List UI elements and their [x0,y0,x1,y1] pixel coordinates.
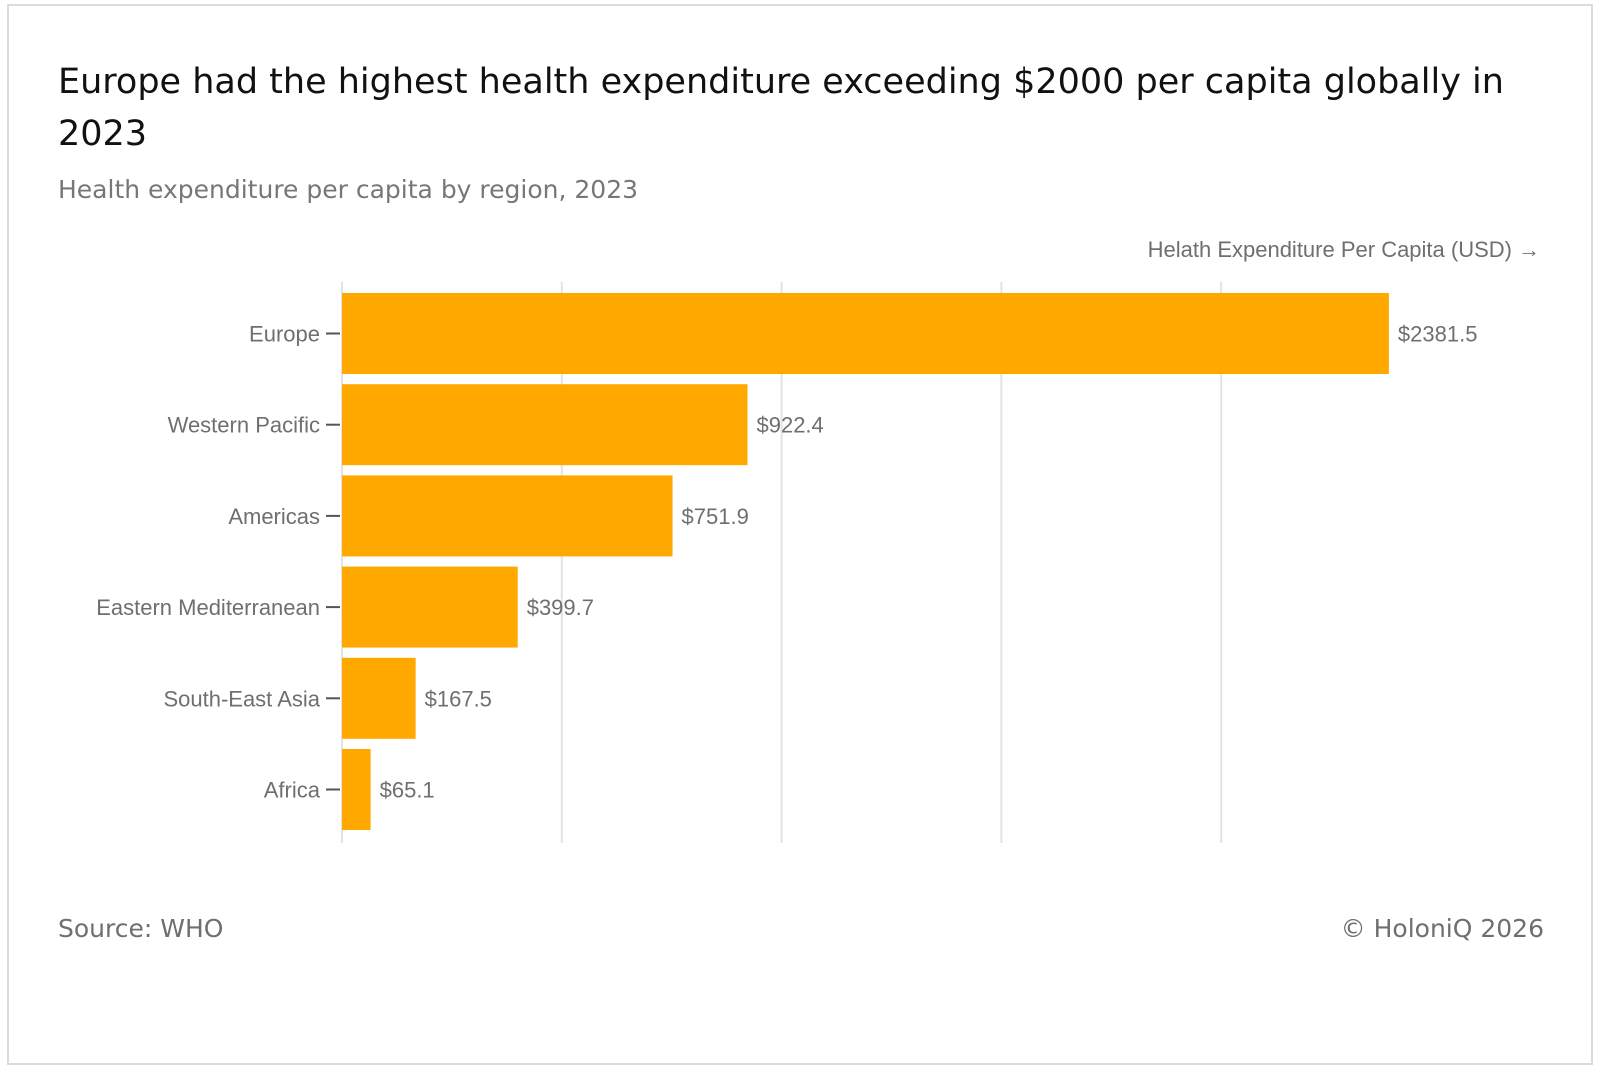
bar-eastern-mediterranean [342,566,518,648]
copyright-note: © HoloniQ 2026 [1340,914,1544,943]
data-label: $399.7 [527,595,594,620]
bar-europe [342,293,1389,374]
data-label: $751.9 [682,504,749,529]
y-tick-label: Americas [228,504,320,529]
bar-africa [342,749,371,830]
chart-title: Europe had the highest health expenditur… [58,62,1504,154]
y-tick-label: Eastern Mediterranean [96,595,320,620]
bar-south-east-asia [342,657,416,739]
y-tick-label: South-East Asia [163,686,320,711]
data-label: $922.4 [756,413,823,438]
y-tick-label: Africa [264,778,321,803]
bar-western-pacific [342,384,748,466]
arrow-right-icon: → [1518,237,1540,262]
data-label: $65.1 [380,778,435,803]
y-tick-label: Western Pacific [168,413,320,438]
bar-chart: Europe $2381.5 Western Pacific $922.4 Americ… [96,282,1478,843]
data-label: $167.5 [425,686,492,711]
chart-subtitle: Health expenditure per capita by region,… [58,175,639,204]
y-tick-label: Europe [249,322,320,347]
data-label: $2381.5 [1398,322,1478,347]
source-note: Source: WHO [58,914,224,943]
bar-americas [342,475,673,557]
x-axis-title-text: Helath Expenditure Per Capita (USD) [1147,237,1512,262]
x-axis-title: Helath Expenditure Per Capita (USD) → [1148,236,1540,264]
chart-frame [7,4,1593,1065]
